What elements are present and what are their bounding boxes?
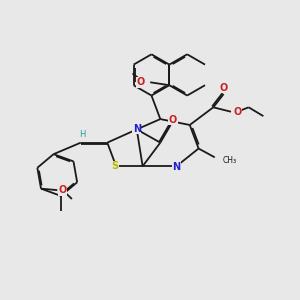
Text: O: O <box>220 82 228 93</box>
Text: O: O <box>169 115 177 125</box>
Text: O: O <box>58 185 67 195</box>
Text: H: H <box>79 130 85 139</box>
Text: S: S <box>111 161 118 171</box>
Text: O: O <box>136 77 145 87</box>
Text: N: N <box>133 124 141 134</box>
Text: O: O <box>233 107 242 117</box>
Text: CH₃: CH₃ <box>222 156 236 165</box>
Text: N: N <box>172 162 181 172</box>
